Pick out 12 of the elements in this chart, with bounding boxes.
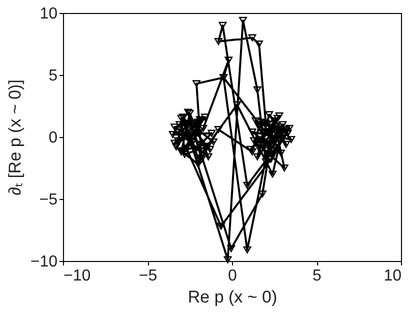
x-tick-label: 0 [228,268,238,284]
y-tick-label: −5 [39,192,58,208]
y-tick-label: 0 [48,130,58,146]
x-tick-label: 10 [384,268,402,284]
x-tick-label: 5 [312,268,322,284]
y-axis-title: ∂ₜ [Re p (x ~ 0)] [5,80,24,196]
x-tick-label: −5 [138,268,158,284]
x-tick-label: −10 [64,268,91,284]
y-tick-label: 10 [40,6,58,22]
y-tick-label: 5 [48,68,58,84]
y-tick-label: −10 [30,254,58,270]
x-axis-title: Re p (x ~ 0) [188,288,278,306]
